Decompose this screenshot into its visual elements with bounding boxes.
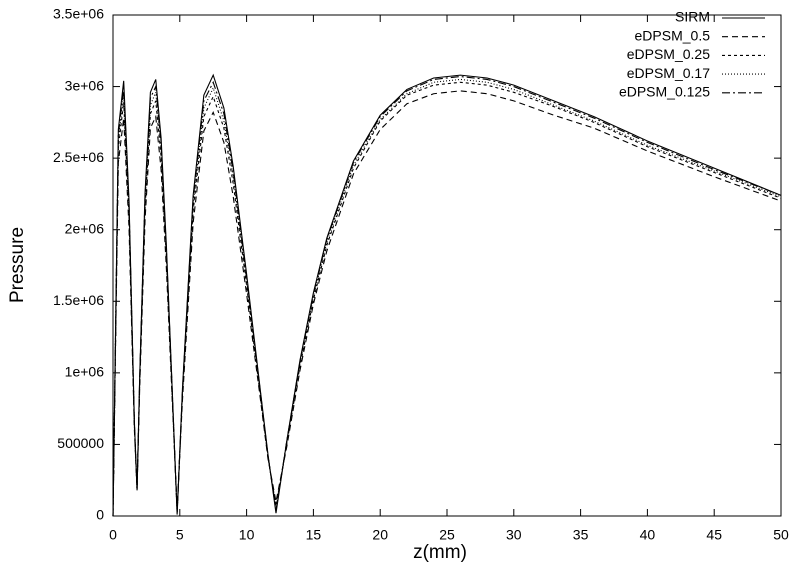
x-axis-label: z(mm): [413, 542, 467, 563]
y-tick-label: 2.5e+06: [53, 149, 104, 165]
x-tick-label: 50: [773, 527, 789, 543]
legend-label: eDPSM_0.17: [627, 65, 710, 81]
y-tick-label: 1e+06: [65, 364, 105, 380]
y-tick-label: 0: [96, 507, 104, 523]
legend-label: eDPSM_0.125: [619, 84, 710, 100]
series-line: [112, 73, 782, 517]
x-tick-label: 45: [706, 527, 722, 543]
x-tick-label: 5: [176, 527, 184, 543]
x-tick-label: 20: [372, 527, 388, 543]
x-tick-label: 10: [239, 527, 255, 543]
x-tick-label: 15: [306, 527, 322, 543]
legend-label: eDPSM_0.5: [635, 27, 711, 43]
series-line: [112, 75, 782, 517]
y-tick-label: 1.5e+06: [53, 292, 104, 308]
x-tick-label: 40: [640, 527, 656, 543]
y-tick-label: 500000: [57, 435, 104, 451]
y-axis-label: Pressure: [7, 227, 28, 303]
x-tick-label: 35: [573, 527, 589, 543]
series-line: [112, 78, 782, 517]
legend-label: SIRM: [675, 9, 710, 25]
series-line: [112, 81, 782, 517]
x-tick-label: 25: [439, 527, 455, 543]
y-tick-label: 3.5e+06: [53, 6, 104, 22]
x-tick-label: 0: [109, 527, 117, 543]
y-tick-label: 2e+06: [65, 220, 105, 236]
y-tick-label: 3e+06: [65, 77, 105, 93]
x-tick-label: 30: [506, 527, 522, 543]
legend-label: eDPSM_0.25: [627, 46, 710, 62]
